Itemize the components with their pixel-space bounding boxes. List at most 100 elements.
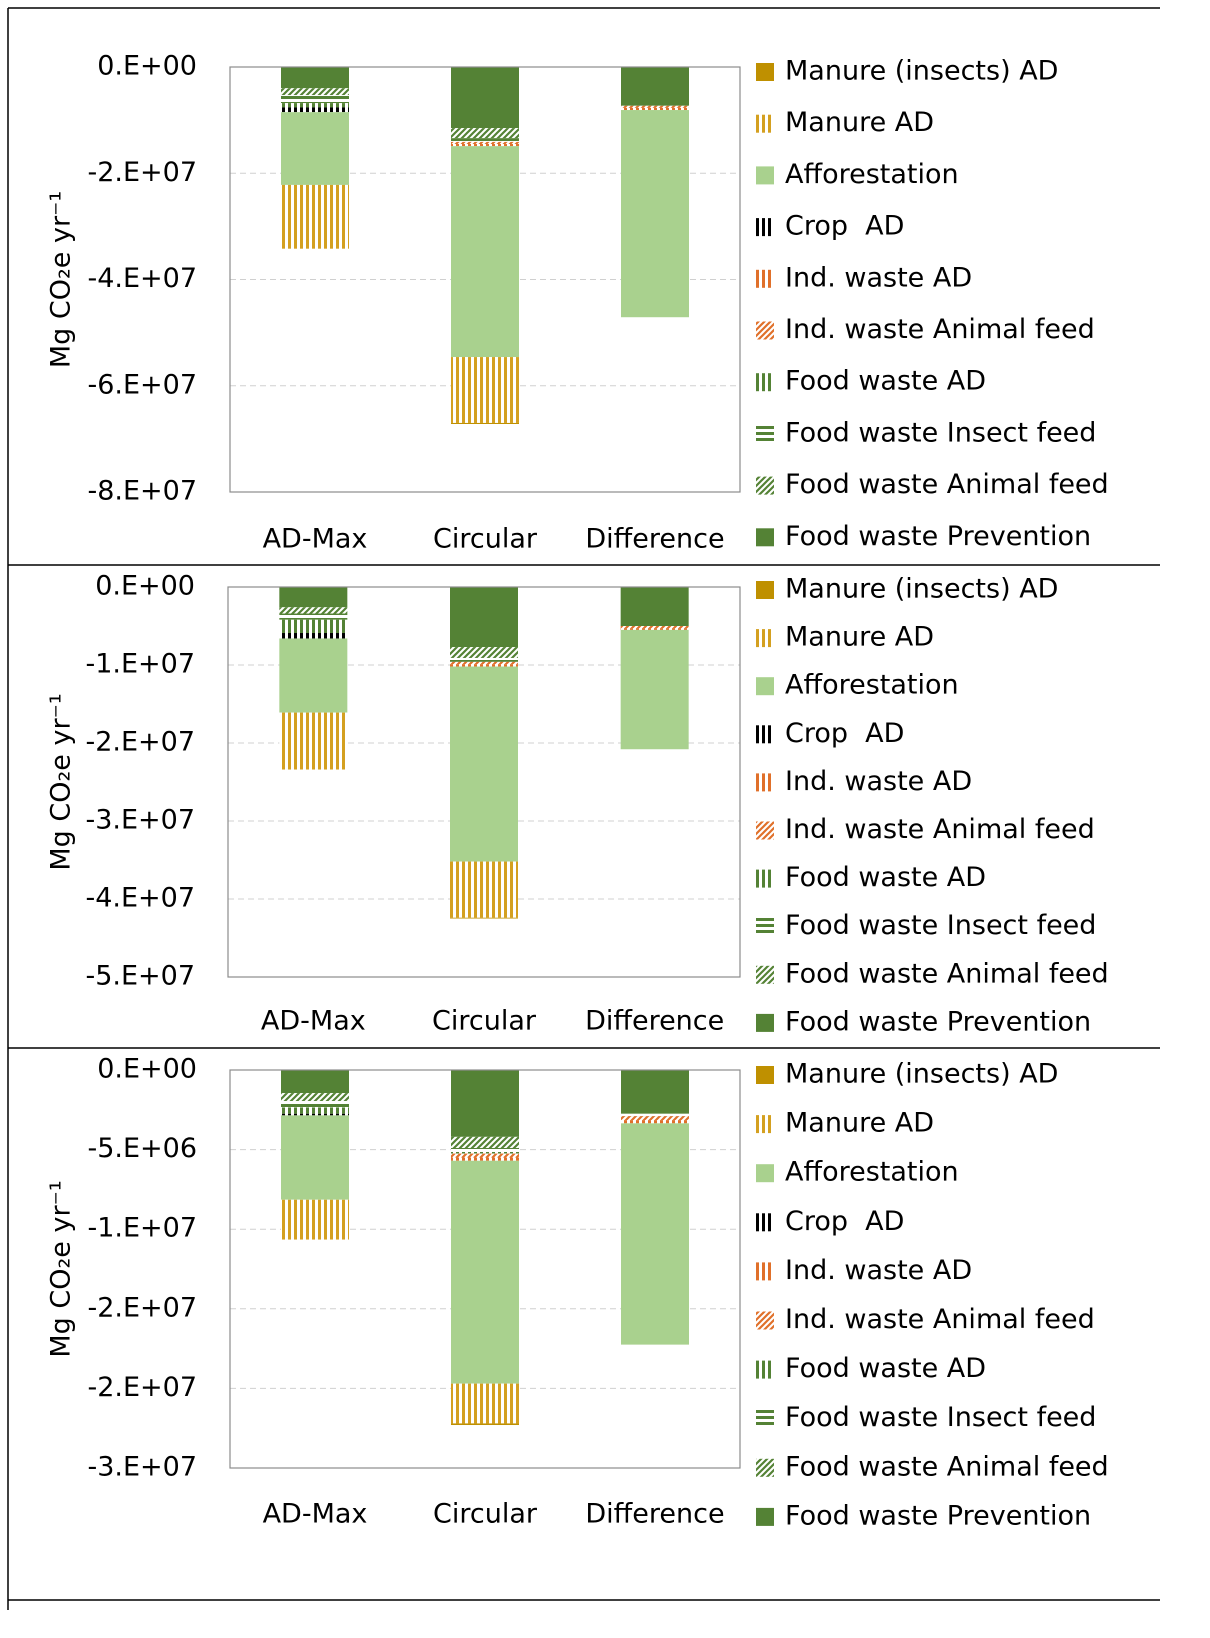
y-tick-label: -2.E+07 — [87, 157, 197, 188]
legend-label: Ind. waste Animal feed — [785, 1304, 1095, 1335]
legend-swatch — [756, 725, 774, 744]
plot-border — [229, 66, 741, 493]
bar-segment — [281, 95, 349, 104]
legend-swatch — [756, 1213, 774, 1232]
bar-segment — [451, 146, 519, 358]
legend-swatch — [756, 917, 774, 936]
legend-label: Afforestation — [785, 670, 959, 701]
legend-swatch — [756, 1507, 774, 1526]
bar-segment — [451, 1383, 519, 1424]
bar-segment — [281, 1070, 349, 1094]
bar-segment — [450, 661, 518, 665]
y-tick-label: -4.E+07 — [85, 883, 195, 914]
legend-label: Food waste Animal feed — [785, 1451, 1109, 1482]
legend-label: Food waste Insect feed — [785, 1402, 1096, 1433]
legend-label: Crop AD — [785, 211, 904, 242]
bar-segment — [450, 666, 518, 862]
legend-label: Food waste Prevention — [785, 521, 1091, 552]
legend-swatch — [756, 1409, 774, 1428]
bar-segment — [279, 633, 348, 639]
bar-segment — [451, 1160, 519, 1384]
bar-segment — [281, 1101, 349, 1108]
legend-swatch — [756, 1013, 774, 1032]
bar-segment — [451, 1157, 519, 1161]
y-tick-label: 0.E+00 — [95, 571, 195, 602]
y-tick-label: -5.E+07 — [85, 961, 195, 992]
bar-segment — [621, 1120, 689, 1124]
bar-segment — [279, 607, 348, 614]
bar-segment — [279, 613, 348, 620]
bar-segment — [281, 1115, 349, 1200]
bar-segment — [281, 1113, 349, 1116]
legend-label: Crop AD — [785, 718, 904, 749]
bar-segment — [281, 1107, 349, 1114]
bar-segment — [279, 638, 348, 713]
bar-segment — [450, 917, 518, 919]
legend-swatch — [756, 424, 774, 443]
bar-segment — [450, 587, 518, 648]
legend-swatch — [756, 166, 774, 185]
x-tick-label: Circular — [432, 1006, 537, 1037]
bar-segment — [451, 357, 519, 423]
legend-swatch — [756, 269, 774, 288]
x-tick-label: Difference — [585, 524, 724, 555]
legend-swatch — [756, 476, 774, 495]
legend-label: Manure AD — [785, 622, 934, 653]
bar-segment — [450, 861, 518, 918]
bar-segment — [620, 587, 689, 626]
legend-label: Crop AD — [785, 1206, 904, 1237]
bar-segment — [451, 1070, 519, 1137]
bar-segment — [621, 1123, 689, 1345]
legend-swatch — [756, 373, 774, 392]
legend-swatch — [756, 321, 774, 340]
y-tick-label: -2.E+07 — [87, 1372, 197, 1403]
legend-label: Ind. waste Animal feed — [785, 314, 1095, 345]
bar-segment — [621, 67, 689, 106]
bar-segment — [620, 628, 689, 630]
bar-segment — [279, 587, 348, 608]
bar-segment — [451, 1153, 519, 1158]
y-tick-label: -3.E+07 — [85, 805, 195, 836]
legend-swatch — [756, 1360, 774, 1379]
y-tick-label: 0.E+00 — [97, 1054, 197, 1085]
bar-segment — [620, 629, 689, 750]
legend-label: Afforestation — [785, 1157, 959, 1188]
plot-border — [227, 586, 741, 978]
x-tick-label: AD-Max — [261, 1006, 366, 1037]
legend-label: Food waste Animal feed — [785, 958, 1109, 989]
bar-segment — [451, 422, 519, 424]
legend-swatch — [756, 629, 774, 648]
legend-label: Manure (insects) AD — [785, 56, 1058, 87]
legend-swatch — [756, 581, 774, 599]
legend-swatch — [756, 869, 774, 888]
legend-label: Ind. waste AD — [785, 766, 972, 797]
y-axis-label: Mg CO₂e yr⁻¹ — [46, 1180, 77, 1357]
legend-label: Food waste Prevention — [785, 1500, 1091, 1531]
legend-label: Food waste AD — [785, 366, 986, 397]
legend-label: Ind. waste AD — [785, 1255, 972, 1286]
bar-segment — [281, 67, 349, 89]
y-tick-label: -2.E+07 — [87, 1292, 197, 1323]
bar-segment — [450, 664, 518, 667]
legend-label: Food waste Animal feed — [785, 469, 1109, 500]
legend-swatch — [756, 1164, 774, 1183]
legend-label: Food waste AD — [785, 1353, 986, 1384]
y-axis-label: Mg CO₂e yr⁻¹ — [46, 191, 77, 368]
bar-segment — [281, 184, 349, 249]
bar-segment — [281, 88, 349, 96]
bar-segment — [450, 657, 518, 662]
legend-label: Ind. waste Animal feed — [785, 814, 1095, 845]
bar-segment — [451, 67, 519, 129]
x-tick-label: Circular — [433, 524, 538, 555]
legend-label: Food waste Insect feed — [785, 910, 1096, 941]
bar-segment — [281, 103, 349, 108]
legend-label: Manure AD — [785, 107, 934, 138]
bar-segment — [279, 619, 348, 634]
legend-swatch — [756, 218, 774, 237]
y-tick-label: -1.E+07 — [85, 649, 195, 680]
bar-segment — [621, 1070, 689, 1114]
legend-label: Afforestation — [785, 159, 959, 190]
bar-segment — [451, 144, 519, 147]
